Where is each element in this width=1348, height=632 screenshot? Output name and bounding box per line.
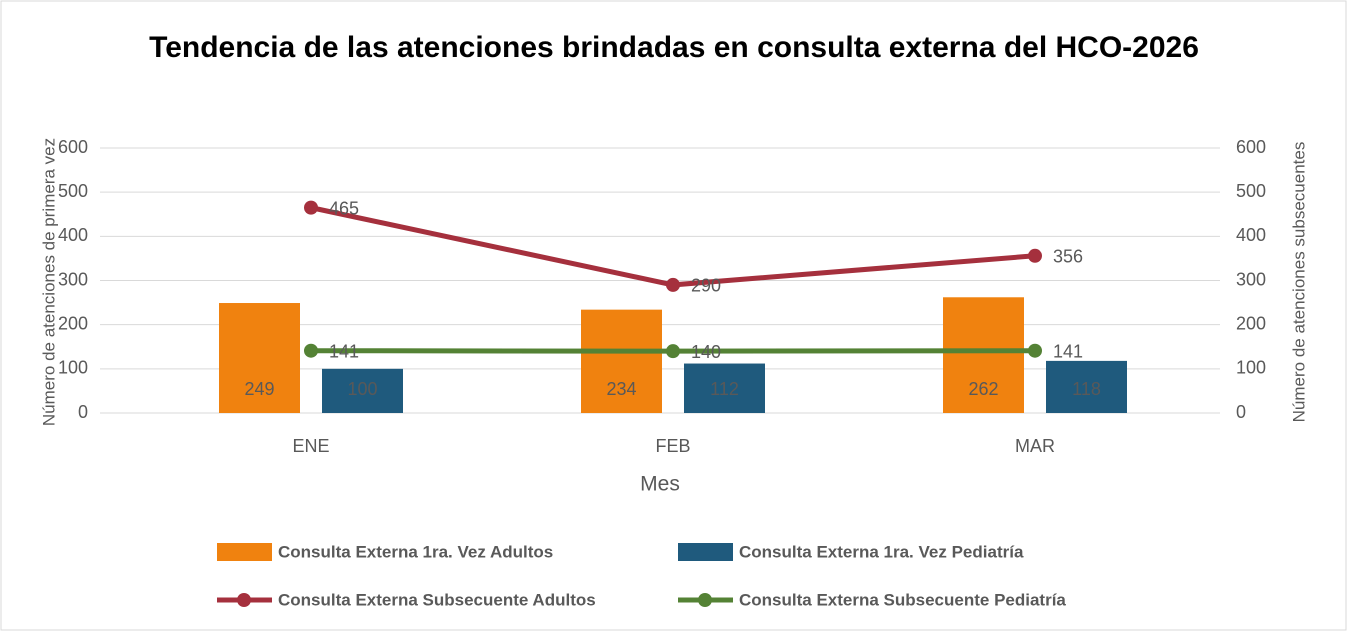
y-tick-label: 300 bbox=[58, 269, 88, 289]
bar bbox=[322, 368, 403, 413]
x-tick-label: ENE bbox=[292, 436, 329, 456]
line-marker bbox=[1028, 248, 1042, 263]
x-tick-label: MAR bbox=[1015, 436, 1055, 456]
legend-label: Consulta Externa Subsecuente Adultos bbox=[278, 590, 596, 609]
bar-value-label: 118 bbox=[1072, 379, 1101, 399]
x-axis-title: Mes bbox=[640, 473, 680, 496]
line-value-label: 141 bbox=[329, 341, 359, 361]
bar bbox=[943, 297, 1024, 413]
y-tick-label: 400 bbox=[58, 225, 88, 245]
y-tick-label: 0 bbox=[78, 402, 88, 422]
y2-tick-label: 100 bbox=[1236, 358, 1266, 378]
y-tick-label: 100 bbox=[58, 358, 88, 378]
bar bbox=[219, 303, 300, 413]
legend-label: Consulta Externa 1ra. Vez Pediatría bbox=[739, 542, 1024, 561]
line-marker bbox=[666, 344, 680, 359]
bar-value-label: 234 bbox=[606, 379, 636, 399]
line-value-label: 140 bbox=[691, 342, 721, 362]
legend-label: Consulta Externa 1ra. Vez Adultos bbox=[278, 542, 553, 561]
bar-value-label: 262 bbox=[968, 379, 998, 399]
line-value-label: 356 bbox=[1053, 247, 1083, 267]
bar bbox=[684, 363, 765, 413]
line-marker bbox=[1028, 343, 1042, 358]
legend-swatch bbox=[678, 543, 733, 561]
y2-tick-label: 600 bbox=[1236, 137, 1266, 157]
legend-swatch bbox=[217, 543, 272, 561]
x-tick-label: FEB bbox=[655, 436, 690, 456]
legend-marker bbox=[237, 593, 251, 607]
bar-value-label: 100 bbox=[347, 379, 377, 399]
y2-axis-title: Número de atenciones subsecuentes bbox=[1289, 142, 1308, 423]
bar-value-label: 249 bbox=[244, 379, 274, 399]
bar-value-label: 112 bbox=[710, 379, 739, 399]
line-marker bbox=[666, 277, 680, 292]
y-tick-label: 500 bbox=[58, 181, 88, 201]
line-value-label: 141 bbox=[1053, 341, 1083, 361]
y2-tick-label: 200 bbox=[1236, 313, 1266, 333]
y2-tick-label: 0 bbox=[1236, 402, 1246, 422]
line-marker bbox=[304, 343, 318, 358]
y2-tick-label: 400 bbox=[1236, 225, 1266, 245]
line-value-label: 465 bbox=[329, 198, 359, 218]
bar bbox=[581, 309, 662, 413]
y2-tick-label: 500 bbox=[1236, 181, 1266, 201]
line-marker bbox=[304, 200, 318, 215]
line-value-label: 290 bbox=[691, 276, 721, 296]
y-tick-label: 600 bbox=[58, 137, 88, 157]
bar bbox=[1046, 360, 1127, 413]
legend-marker bbox=[698, 593, 712, 607]
y-axis-title: Número de atenciones de primera vez bbox=[39, 138, 58, 426]
chart-title: Tendencia de las atenciones brindadas en… bbox=[149, 31, 1199, 64]
legend-label: Consulta Externa Subsecuente Pediatría bbox=[739, 590, 1066, 609]
y2-tick-label: 300 bbox=[1236, 269, 1266, 289]
y-tick-label: 200 bbox=[58, 313, 88, 333]
